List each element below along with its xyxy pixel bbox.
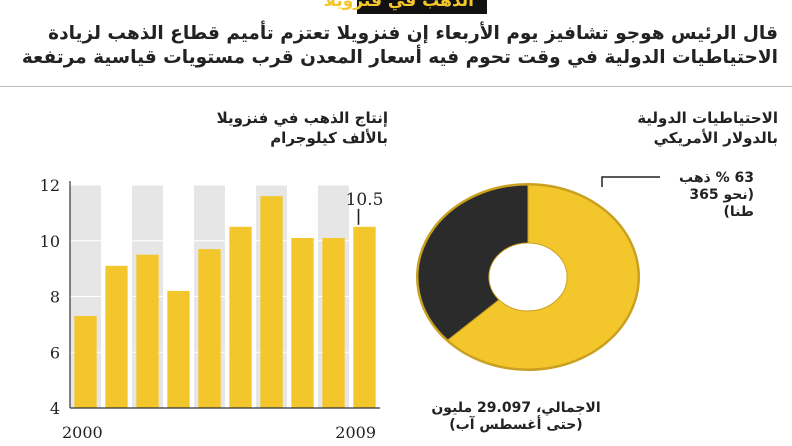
lead-line: الاحتياطيات الدولية في وقت تحوم فيه أسعا… [21, 47, 778, 68]
bar [198, 249, 221, 408]
pie-chart-title-line: الاحتياطيات الدولية [637, 109, 778, 127]
bar [74, 316, 97, 408]
pie-chart-unit-line: بالدولار الأمريكي [653, 129, 778, 147]
pie-chart-title: الاحتياطيات الدولية بالدولار الأمريكي [448, 108, 778, 148]
y-tick-label: 6 [50, 343, 60, 362]
divider [0, 86, 792, 87]
title-strip: الذهب في فنزويلا [0, 0, 792, 14]
y-tick-label: 4 [50, 399, 60, 418]
bar-chart-title-line: إنتاج الذهب في فنزويلا [216, 109, 388, 127]
bar [353, 226, 376, 408]
reserves-total-note: الاجمالي، 29.097 مليون (حتى أغسطس آب) [396, 400, 636, 434]
gold-share-line: 63 % ذهب [679, 170, 754, 186]
bar [136, 254, 159, 408]
page-title: الذهب في فنزويلا [323, 0, 475, 11]
bar [291, 237, 314, 408]
bar [322, 237, 345, 408]
lead-line: قال الرئيس هوجو تشافيز يوم الأربعاء إن ف… [48, 23, 778, 44]
title-background [357, 0, 487, 14]
bar [260, 196, 283, 408]
gold-tonnes-line: (نحو 365 [689, 187, 754, 203]
gold-share-note: 63 % ذهب (نحو 365 طنا) [624, 170, 754, 221]
donut-chart [416, 176, 660, 371]
bar-chart: 4 6 8 10 12 2000 2009 10.5 [40, 176, 384, 442]
x-tick-label: 2009 [335, 423, 376, 442]
bar-chart-title: إنتاج الذهب في فنزويلا بالألف كيلوجرام [58, 108, 388, 148]
x-tick-label: 2000 [62, 423, 103, 442]
bar [105, 265, 128, 408]
reserves-date-line: (حتى أغسطس آب) [449, 417, 583, 433]
data-label: 10.5 [346, 190, 384, 210]
bar [229, 226, 252, 408]
other-reserves-slice [417, 184, 529, 341]
reserves-total-line: الاجمالي، 29.097 مليون [431, 400, 601, 416]
lead-paragraph: قال الرئيس هوجو تشافيز يوم الأربعاء إن ف… [8, 22, 778, 70]
donut-hole [488, 242, 568, 312]
gold-note-leader [601, 176, 660, 187]
y-tick-label: 12 [40, 176, 60, 195]
bar-chart-unit-line: بالألف كيلوجرام [270, 129, 388, 147]
y-tick-label: 8 [50, 288, 60, 307]
bar [167, 290, 190, 408]
y-tick-label: 10 [40, 232, 60, 251]
gold-tonnes-unit-line: طنا) [723, 204, 754, 220]
